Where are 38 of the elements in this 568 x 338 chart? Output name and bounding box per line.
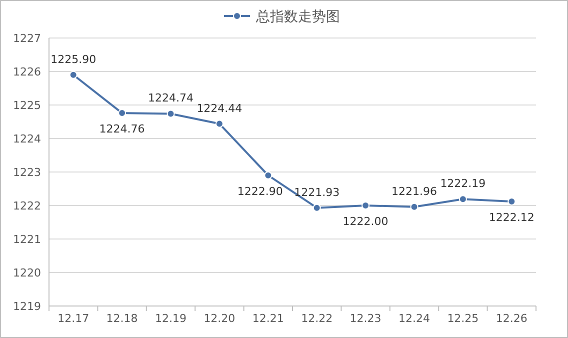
- data-label: 1221.93: [294, 186, 340, 199]
- data-label: 1222.00: [342, 215, 388, 228]
- y-tick-label: 1227: [13, 32, 41, 45]
- data-label: 1221.96: [392, 184, 437, 198]
- data-label: 1224.74: [148, 92, 194, 105]
- y-tick-label: 1224: [13, 132, 41, 146]
- y-tick-label: 1223: [13, 166, 41, 179]
- data-label: 1222.12: [488, 211, 534, 224]
- point: [312, 204, 321, 212]
- x-tick-label: 12.20: [204, 312, 236, 325]
- point: [69, 70, 78, 79]
- x-tick-label: 12.22: [301, 312, 333, 325]
- x-tick-label: 12.26: [496, 312, 528, 325]
- y-tick-label: 1222: [13, 199, 41, 212]
- point: [458, 195, 467, 204]
- point: [410, 202, 418, 211]
- x-tick-label: 12.17: [58, 312, 90, 325]
- y-tick-label: 1221: [13, 232, 41, 246]
- point: [264, 171, 272, 180]
- x-tick-label: 12.25: [447, 312, 479, 325]
- y-tick-label: 1225: [13, 98, 41, 112]
- data-label: 1222.19: [440, 177, 486, 190]
- x-tick-label: 12.23: [350, 312, 382, 325]
- data-label: 1225.90: [50, 52, 96, 66]
- data-label: 1222.90: [237, 185, 283, 198]
- x-tick-label: 12.24: [398, 312, 430, 325]
- x-tick-label: 12.18: [106, 312, 138, 325]
- point: [362, 202, 370, 210]
- point: [215, 120, 224, 128]
- data-label: 1224.76: [99, 122, 145, 136]
- point: [166, 110, 175, 118]
- y-tick-label: 1226: [13, 65, 41, 78]
- legend-label: 总指数走势图: [255, 8, 340, 25]
- y-tick-label: 1219: [13, 300, 41, 313]
- x-tick-label: 12.19: [155, 312, 186, 325]
- y-tick-label: 1220: [13, 266, 41, 280]
- data-label: 1224.44: [196, 102, 242, 115]
- x-tick-label: 12.21: [252, 312, 284, 325]
